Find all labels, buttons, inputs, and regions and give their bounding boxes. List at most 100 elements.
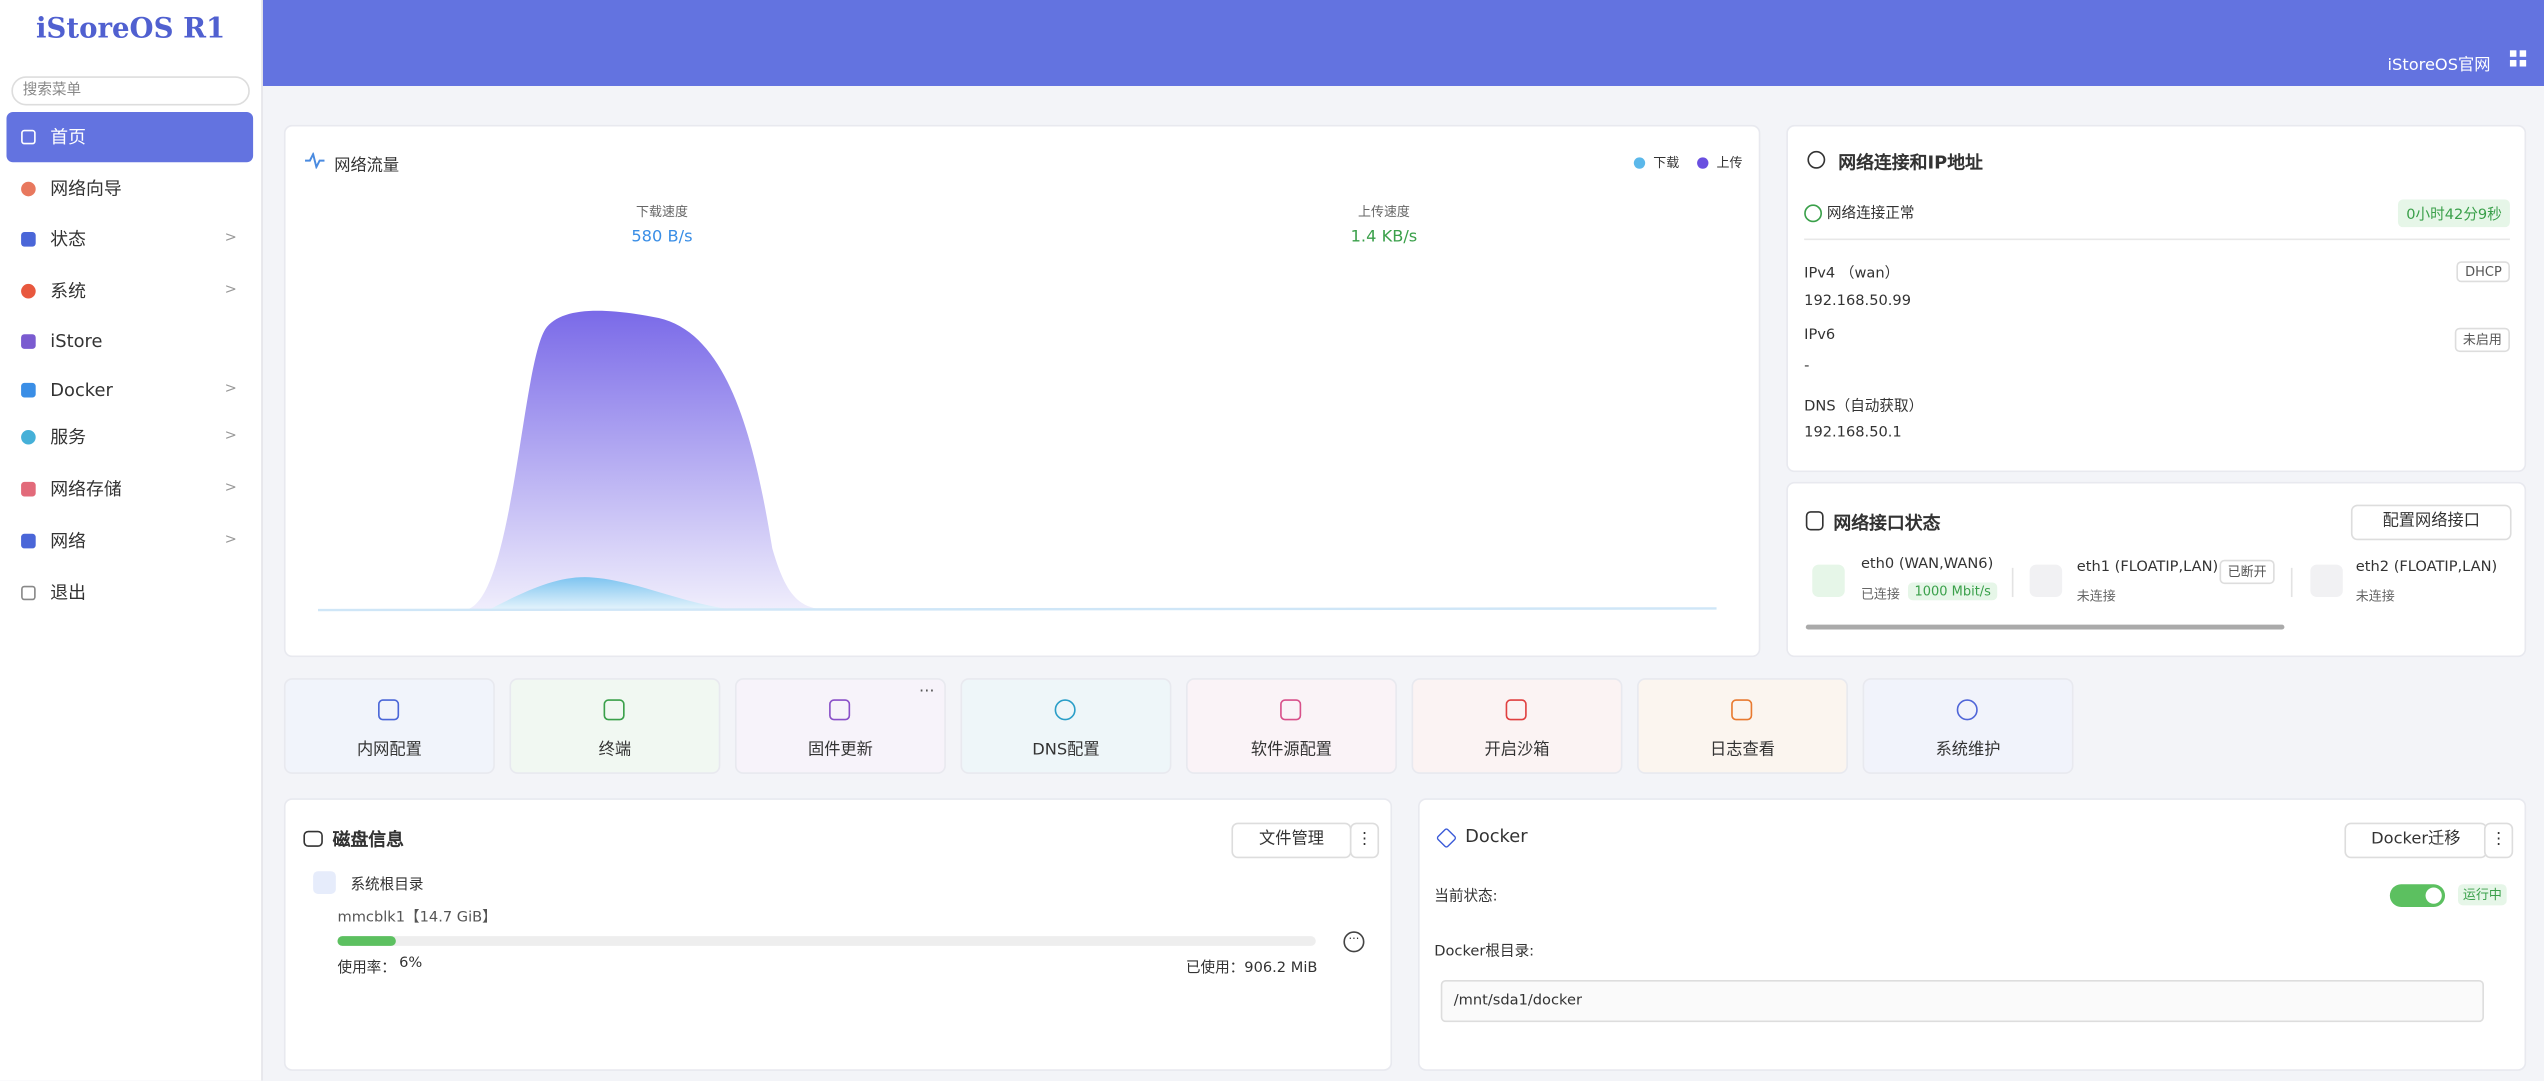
official-link[interactable]: iStoreOS官网 [2387,56,2491,75]
state-label: 当前状态: [1434,889,1498,906]
menu-item[interactable]: 服务 > [6,412,253,462]
docker-card: Docker Docker迁移 ⋮ 当前状态: 运行中 Docker根目录: /… [1418,798,2527,1071]
state: 运行中 [2458,884,2507,906]
row-label: DNS（自动获取） [1804,399,1924,416]
stat-value: 580 B/s [631,228,693,247]
divider [2011,567,2014,598]
menu-label: 网络存储 [50,478,122,500]
card-title: 磁盘信息 [332,829,404,851]
download-area [488,577,805,611]
icon [21,585,36,601]
usage-value: 6% [399,955,423,972]
icon [378,699,400,721]
shortcut-tile[interactable]: 开启沙箱 [1411,678,1623,774]
menu-item[interactable]: 网络向导 [6,164,253,214]
search-input[interactable]: 搜索菜单 [11,76,250,106]
traffic-chart [317,310,1717,612]
stat-value: 1.4 KB/s [1350,228,1418,247]
shortcut-label: 开启沙箱 [1484,741,1550,760]
ok-icon [1804,204,1823,223]
status-text: 网络连接正常 [1826,206,1915,223]
icon [21,533,36,549]
row-value: 192.168.50.99 [1804,293,1911,310]
port-icon [2029,564,2063,598]
row-label: IPv6 [1804,327,1836,344]
shortcut-tile[interactable]: 系统维护 [1862,678,2074,774]
menu-item[interactable]: 状态 > [6,214,253,264]
icon [1731,699,1753,721]
shortcut-tile[interactable]: DNS配置 [960,678,1172,774]
legend-label: 上传 [1716,155,1743,171]
menu-label: 网络向导 [50,178,122,200]
port-icon [1812,564,1845,598]
menu-label: 系统 [50,280,86,302]
arrow: > [224,381,237,398]
shortcut-tile[interactable]: ··· 固件更新 [734,678,946,774]
icon [21,129,36,145]
more-icon[interactable]: ··· [919,683,935,701]
iface-status: 未连接 [2355,588,2395,604]
apps-icon[interactable] [2509,50,2527,67]
menu-item[interactable]: 网络存储 > [6,464,253,514]
arrow: > [224,428,237,445]
shortcut-label: 日志查看 [1710,741,1775,760]
menu-item[interactable]: 系统 > [6,266,253,316]
icon [1505,699,1527,721]
shortcut-tile[interactable]: 软件源配置 [1186,678,1397,774]
config-button[interactable]: 配置网络接口 [2350,504,2512,541]
used-value: 906.2 MiB [1244,960,1318,977]
shortcut-tile[interactable]: 内网配置 [283,678,495,774]
menu-label: 状态 [50,228,86,250]
menu-item[interactable]: Docker > [6,365,253,415]
scrollbar[interactable] [1805,624,2285,630]
root-input[interactable]: /mnt/sda1/docker [1440,979,2484,1023]
menu-label: 退出 [50,582,86,604]
docker-icon [1435,827,1458,849]
toggle[interactable] [2389,884,2446,907]
more-button[interactable]: ⋮ [1349,822,1380,859]
card-title: 网络流量 [334,157,400,176]
shortcut-label: 系统维护 [1935,741,2001,760]
menu-label: Docker [50,379,113,401]
shortcut-tile[interactable]: 日志查看 [1637,678,1848,774]
iface-status: 未连接 [2076,588,2116,604]
globe-icon [1807,150,1826,169]
more-icon[interactable]: ··· [1343,931,1365,953]
network-card: 网络连接和IP地址 网络连接正常 0小时42分9秒 IPv4 （wan） DHC… [1786,124,2527,473]
menu-item[interactable]: 退出 [6,568,253,618]
menu-item[interactable]: iStore [6,316,253,366]
arrow: > [224,282,237,299]
iface-name: eth0 (WAN,WAN6) [1860,556,1994,573]
shortcut-label: 软件源配置 [1250,741,1333,760]
icon [21,283,36,299]
row-badge: 未启用 [2454,327,2510,353]
menu-label: iStore [50,330,103,353]
menu-item[interactable]: 首页 [6,111,254,163]
more-button[interactable]: ⋮ [2483,822,2514,859]
docker-migrate-button[interactable]: Docker迁移 [2344,822,2488,859]
divider [2290,567,2293,598]
icon [1054,699,1076,721]
iface-badge: 已断开 [2219,559,2275,585]
iface-name: eth2 (FLOATIP,LAN) [2355,559,2498,576]
header [261,0,2544,86]
shortcut-tile[interactable]: 终端 [509,678,721,774]
file-manager-button[interactable]: 文件管理 [1231,822,1352,859]
menu-item[interactable]: 网络 > [6,516,253,566]
iface-name: eth1 (FLOATIP,LAN) [2076,559,2219,576]
icon [21,382,36,398]
disk-card: 磁盘信息 文件管理 ⋮ 系统根目录 mmcblk1【14.7 GiB】 使用率：… [283,798,1393,1071]
stat-label: 下载速度 [636,204,688,220]
iface-status: 已连接 [1860,587,1900,602]
divider [1804,238,2510,241]
baseline [317,607,1717,612]
row-badge: DHCP [2457,261,2510,283]
logo[interactable]: iStoreOS R1 [35,12,226,46]
row-value: - [1804,358,1810,375]
row-value: 192.168.50.1 [1804,425,1902,442]
menu-label: 服务 [50,426,86,448]
usage-label: 使用率： [337,960,396,977]
disk-icon [303,830,323,847]
root-label: Docker根目录: [1434,944,1535,961]
